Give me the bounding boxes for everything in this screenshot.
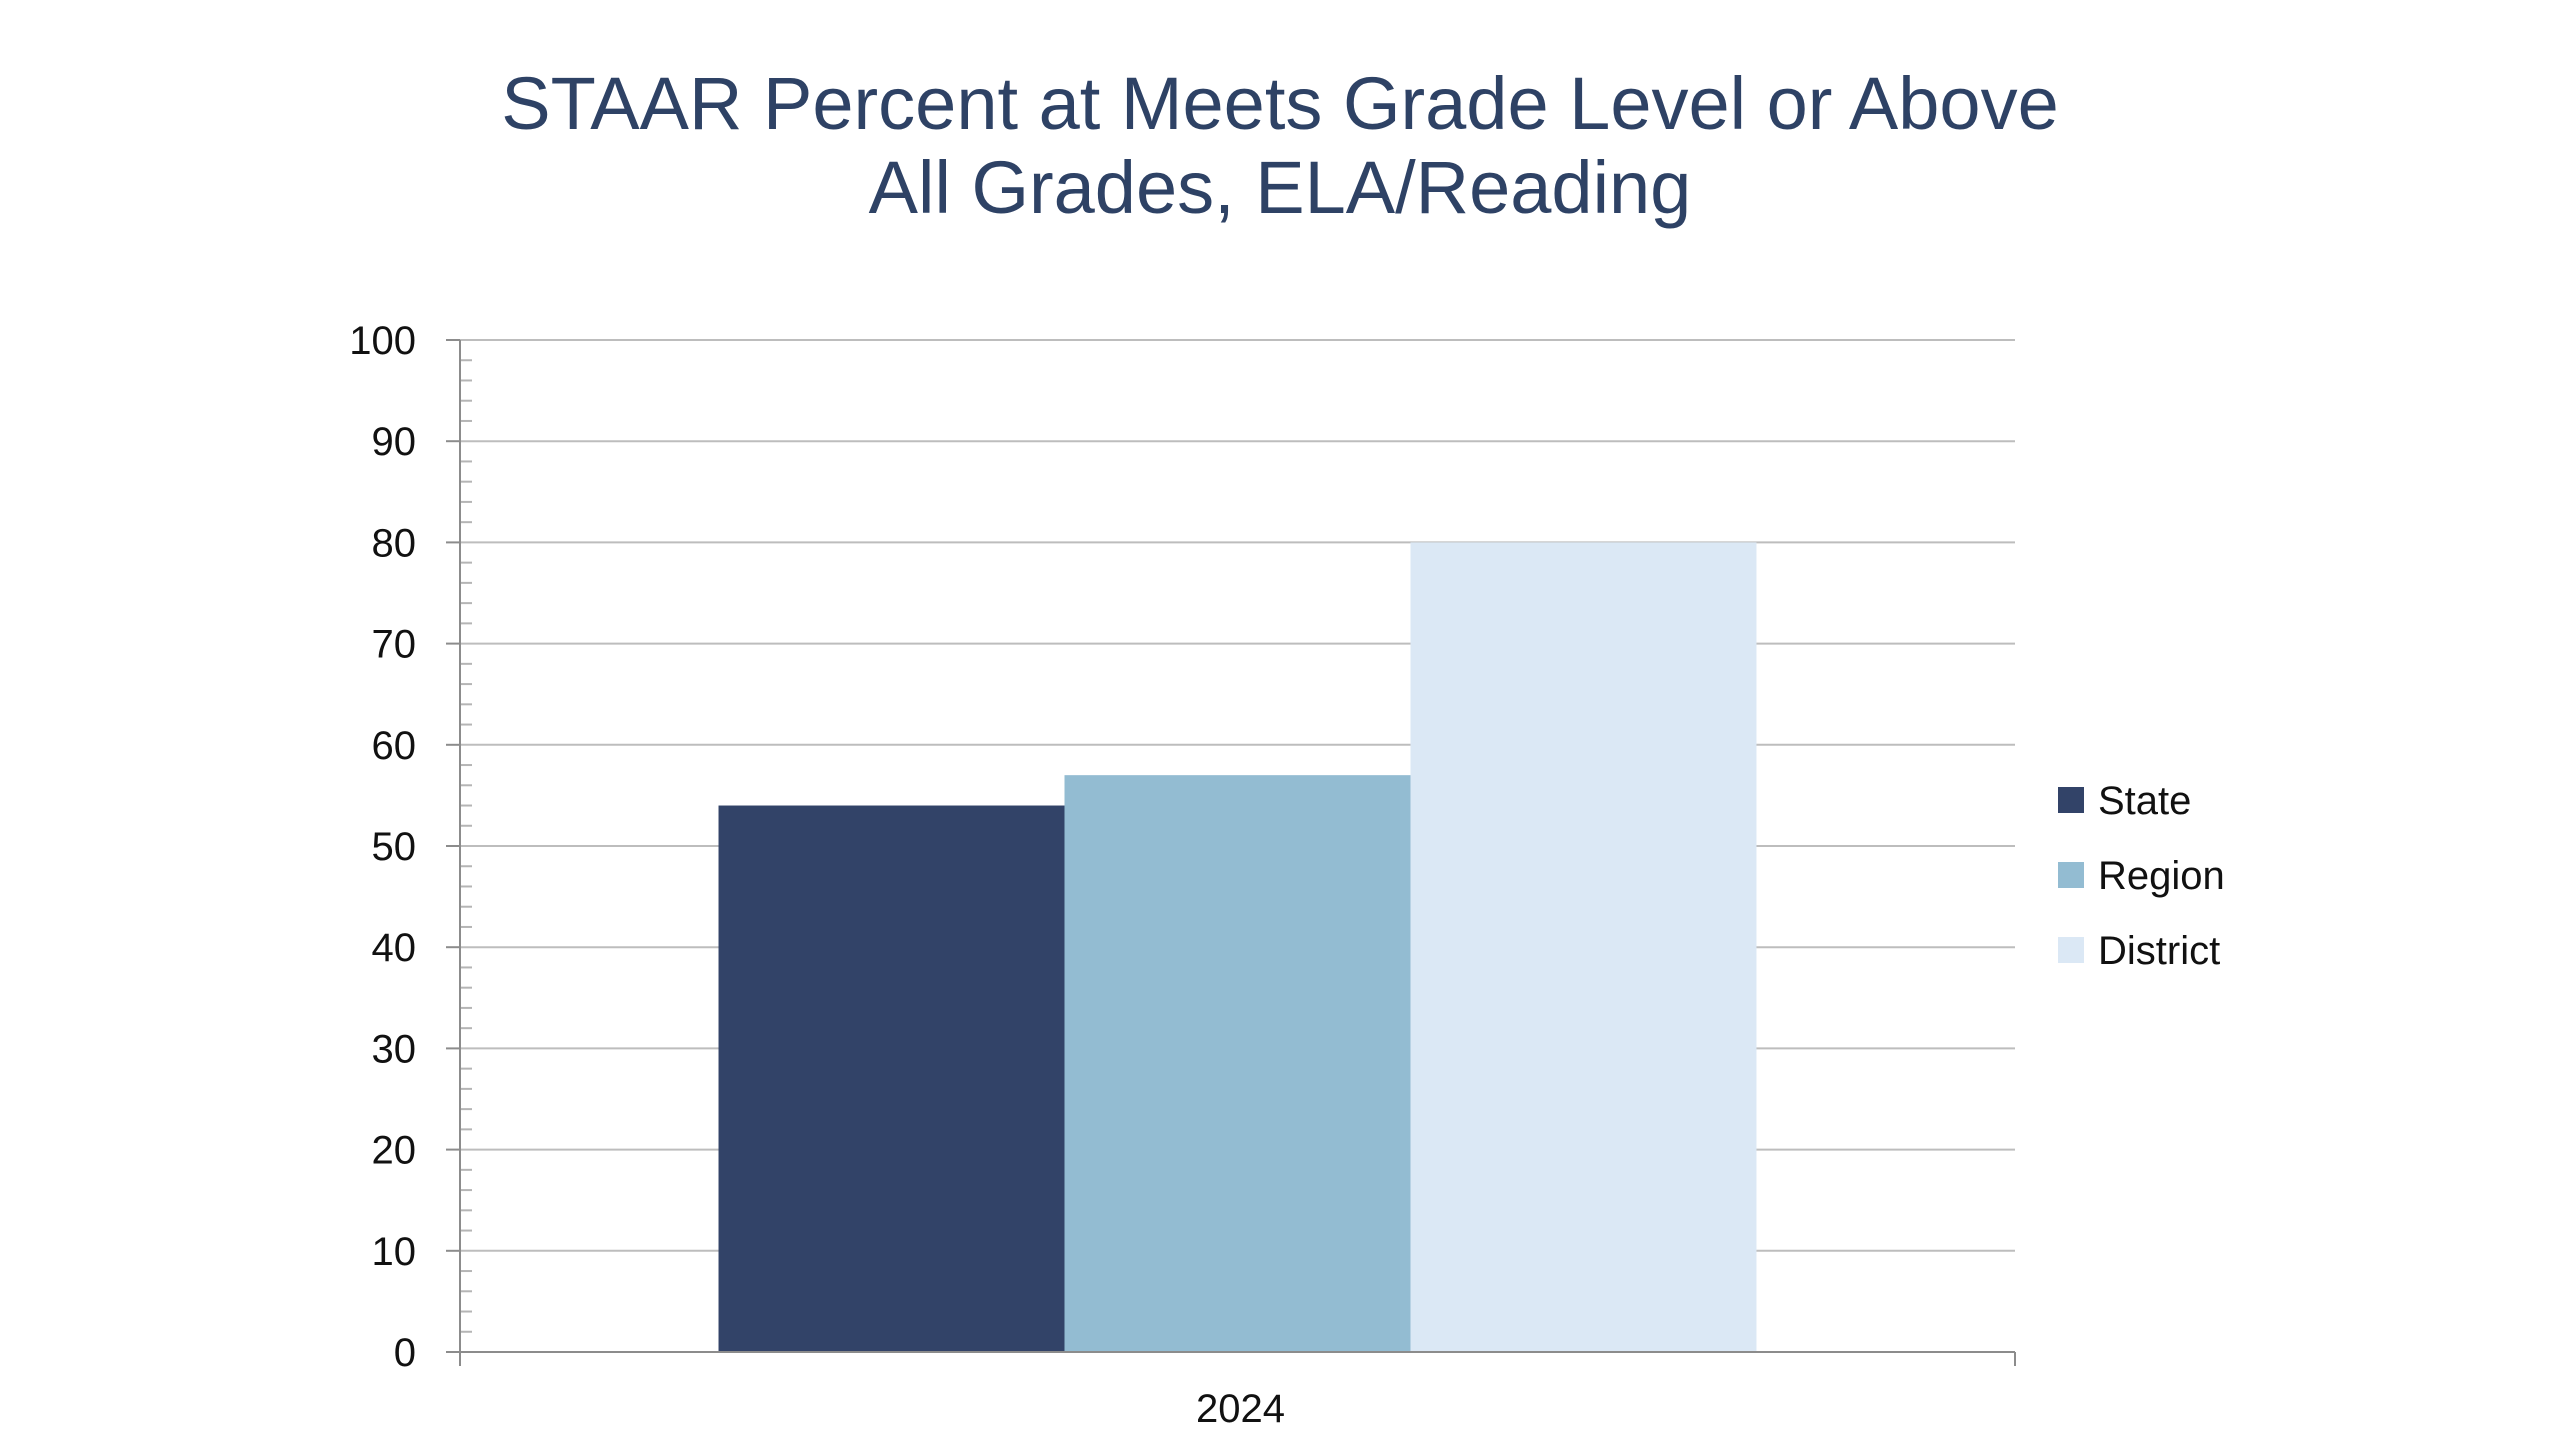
y-tick-label: 0: [394, 1331, 416, 1375]
axes: [446, 339, 2016, 1366]
y-tick-label: 70: [372, 623, 417, 667]
legend-item-region: Region: [2058, 854, 2225, 898]
legend-swatch: [2058, 862, 2084, 888]
legend-label: State: [2098, 779, 2191, 823]
y-tick-label: 100: [349, 319, 416, 363]
legend-item-state: State: [2058, 779, 2191, 823]
legend-label: Region: [2098, 854, 2225, 898]
y-tick-label: 20: [372, 1129, 417, 1173]
y-tick-label: 90: [372, 420, 417, 464]
y-tick-label: 40: [372, 926, 417, 970]
tick-labels: 0 10 20 30 40 50 60 70 80 90 100 2024: [349, 319, 1285, 1431]
y-tick-label: 50: [372, 825, 417, 869]
y-tick-label: 80: [372, 521, 417, 565]
y-tick-label: 10: [372, 1230, 417, 1274]
legend-swatch: [2058, 937, 2084, 963]
chart-title: STAAR Percent at Meets Grade Level or Ab…: [0, 62, 2560, 230]
bar-state: [718, 805, 1065, 1352]
legend-label: District: [2098, 929, 2220, 973]
legend-item-district: District: [2058, 929, 2220, 973]
x-tick-label: 2024: [1196, 1387, 1285, 1431]
bar-district: [1410, 542, 1757, 1352]
chart-title-line-2: All Grades, ELA/Reading: [868, 146, 1692, 229]
legend-swatch: [2058, 787, 2084, 813]
legend: State Region District: [2058, 779, 2225, 973]
bar-region: [1064, 775, 1411, 1352]
chart-title-line-1: STAAR Percent at Meets Grade Level or Ab…: [501, 62, 2059, 145]
y-tick-label: 60: [372, 724, 417, 768]
bars: [718, 542, 1757, 1352]
y-tick-label: 30: [372, 1027, 417, 1071]
